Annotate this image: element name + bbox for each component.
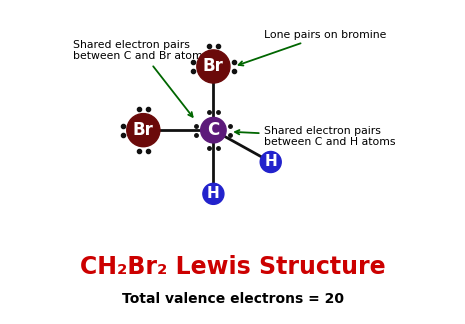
Circle shape <box>127 114 160 147</box>
Circle shape <box>260 152 281 172</box>
Text: C: C <box>207 121 219 139</box>
Circle shape <box>201 117 226 143</box>
Text: Lone pairs on bromine: Lone pairs on bromine <box>239 29 387 65</box>
Text: Shared electron pairs
between C and Br atoms: Shared electron pairs between C and Br a… <box>73 40 208 117</box>
Text: Br: Br <box>203 57 224 75</box>
Text: Total valence electrons = 20: Total valence electrons = 20 <box>121 292 344 306</box>
Text: Br: Br <box>133 121 154 139</box>
Text: H: H <box>264 155 277 169</box>
Text: Shared electron pairs
between C and H atoms: Shared electron pairs between C and H at… <box>235 126 396 147</box>
Text: H: H <box>207 186 220 201</box>
Circle shape <box>203 183 224 204</box>
Circle shape <box>197 50 230 83</box>
Text: CH₂Br₂ Lewis Structure: CH₂Br₂ Lewis Structure <box>80 255 385 279</box>
